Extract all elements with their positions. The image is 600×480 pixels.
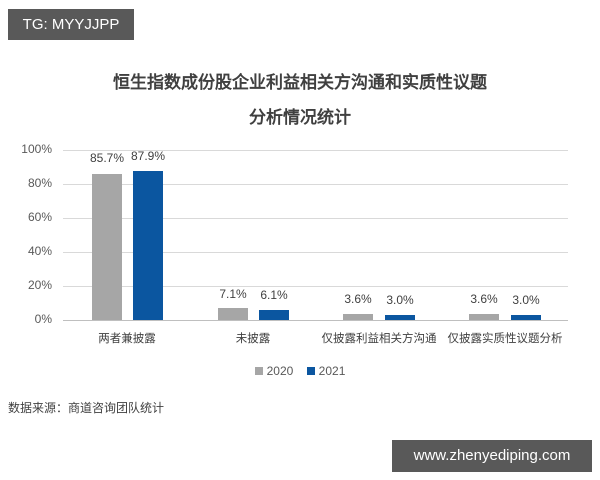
legend-label: 2020: [266, 364, 294, 378]
gridline: [63, 150, 568, 151]
bar-2021-materiality: [511, 315, 541, 320]
x-category-label: 两者兼披露: [98, 331, 156, 345]
value-label: 3.0%: [386, 293, 414, 307]
legend-swatch-icon: [306, 367, 315, 375]
bar-2020-both: [92, 174, 122, 320]
value-label: 7.1%: [219, 287, 247, 301]
x-category-label: 仅披露实质性议题分析: [447, 331, 563, 345]
x-category-label: 未披露: [235, 331, 271, 345]
source-note: 数据来源：商道咨询团队统计: [8, 401, 165, 415]
y-tick-20: 20%: [27, 278, 52, 292]
bar-2020-stakeholder: [343, 314, 373, 320]
value-label: 87.9%: [130, 149, 166, 163]
y-tick-80: 80%: [27, 176, 52, 190]
bar-2021-none: [259, 310, 289, 320]
gridline: [63, 286, 568, 287]
chart-title-line1: 恒生指数成份股企业利益相关方沟通和实质性议题: [113, 73, 487, 93]
bar-2020-none: [218, 308, 248, 320]
value-label: 3.6%: [470, 292, 498, 306]
chart-legend: 2020 2021: [0, 364, 600, 378]
legend-item-2020: 2020: [254, 364, 294, 378]
gridline: [63, 184, 568, 185]
watermark-url: www.zhenyediping.com: [392, 440, 592, 472]
bar-2020-materiality: [469, 314, 499, 320]
y-tick-100: 100%: [21, 142, 52, 156]
bar-2021-both: [133, 171, 163, 320]
y-tick-40: 40%: [27, 244, 52, 258]
value-label: 3.0%: [512, 293, 540, 307]
x-category-label: 仅披露利益相关方沟通: [321, 331, 437, 345]
chart-title-line2: 分析情况统计: [249, 108, 351, 128]
value-label: 6.1%: [260, 288, 288, 302]
legend-label: 2021: [318, 364, 346, 378]
legend-item-2021: 2021: [306, 364, 346, 378]
legend-swatch-icon: [254, 367, 263, 375]
value-label: 85.7%: [89, 151, 125, 165]
value-label: 3.6%: [344, 292, 372, 306]
y-tick-0: 0%: [34, 312, 52, 326]
y-tick-60: 60%: [27, 210, 52, 224]
gridline: [63, 252, 568, 253]
x-axis-line: [63, 320, 568, 321]
gridline: [63, 218, 568, 219]
bar-2021-stakeholder: [385, 315, 415, 320]
watermark-tag: TG: MYYJJPP: [8, 9, 134, 40]
